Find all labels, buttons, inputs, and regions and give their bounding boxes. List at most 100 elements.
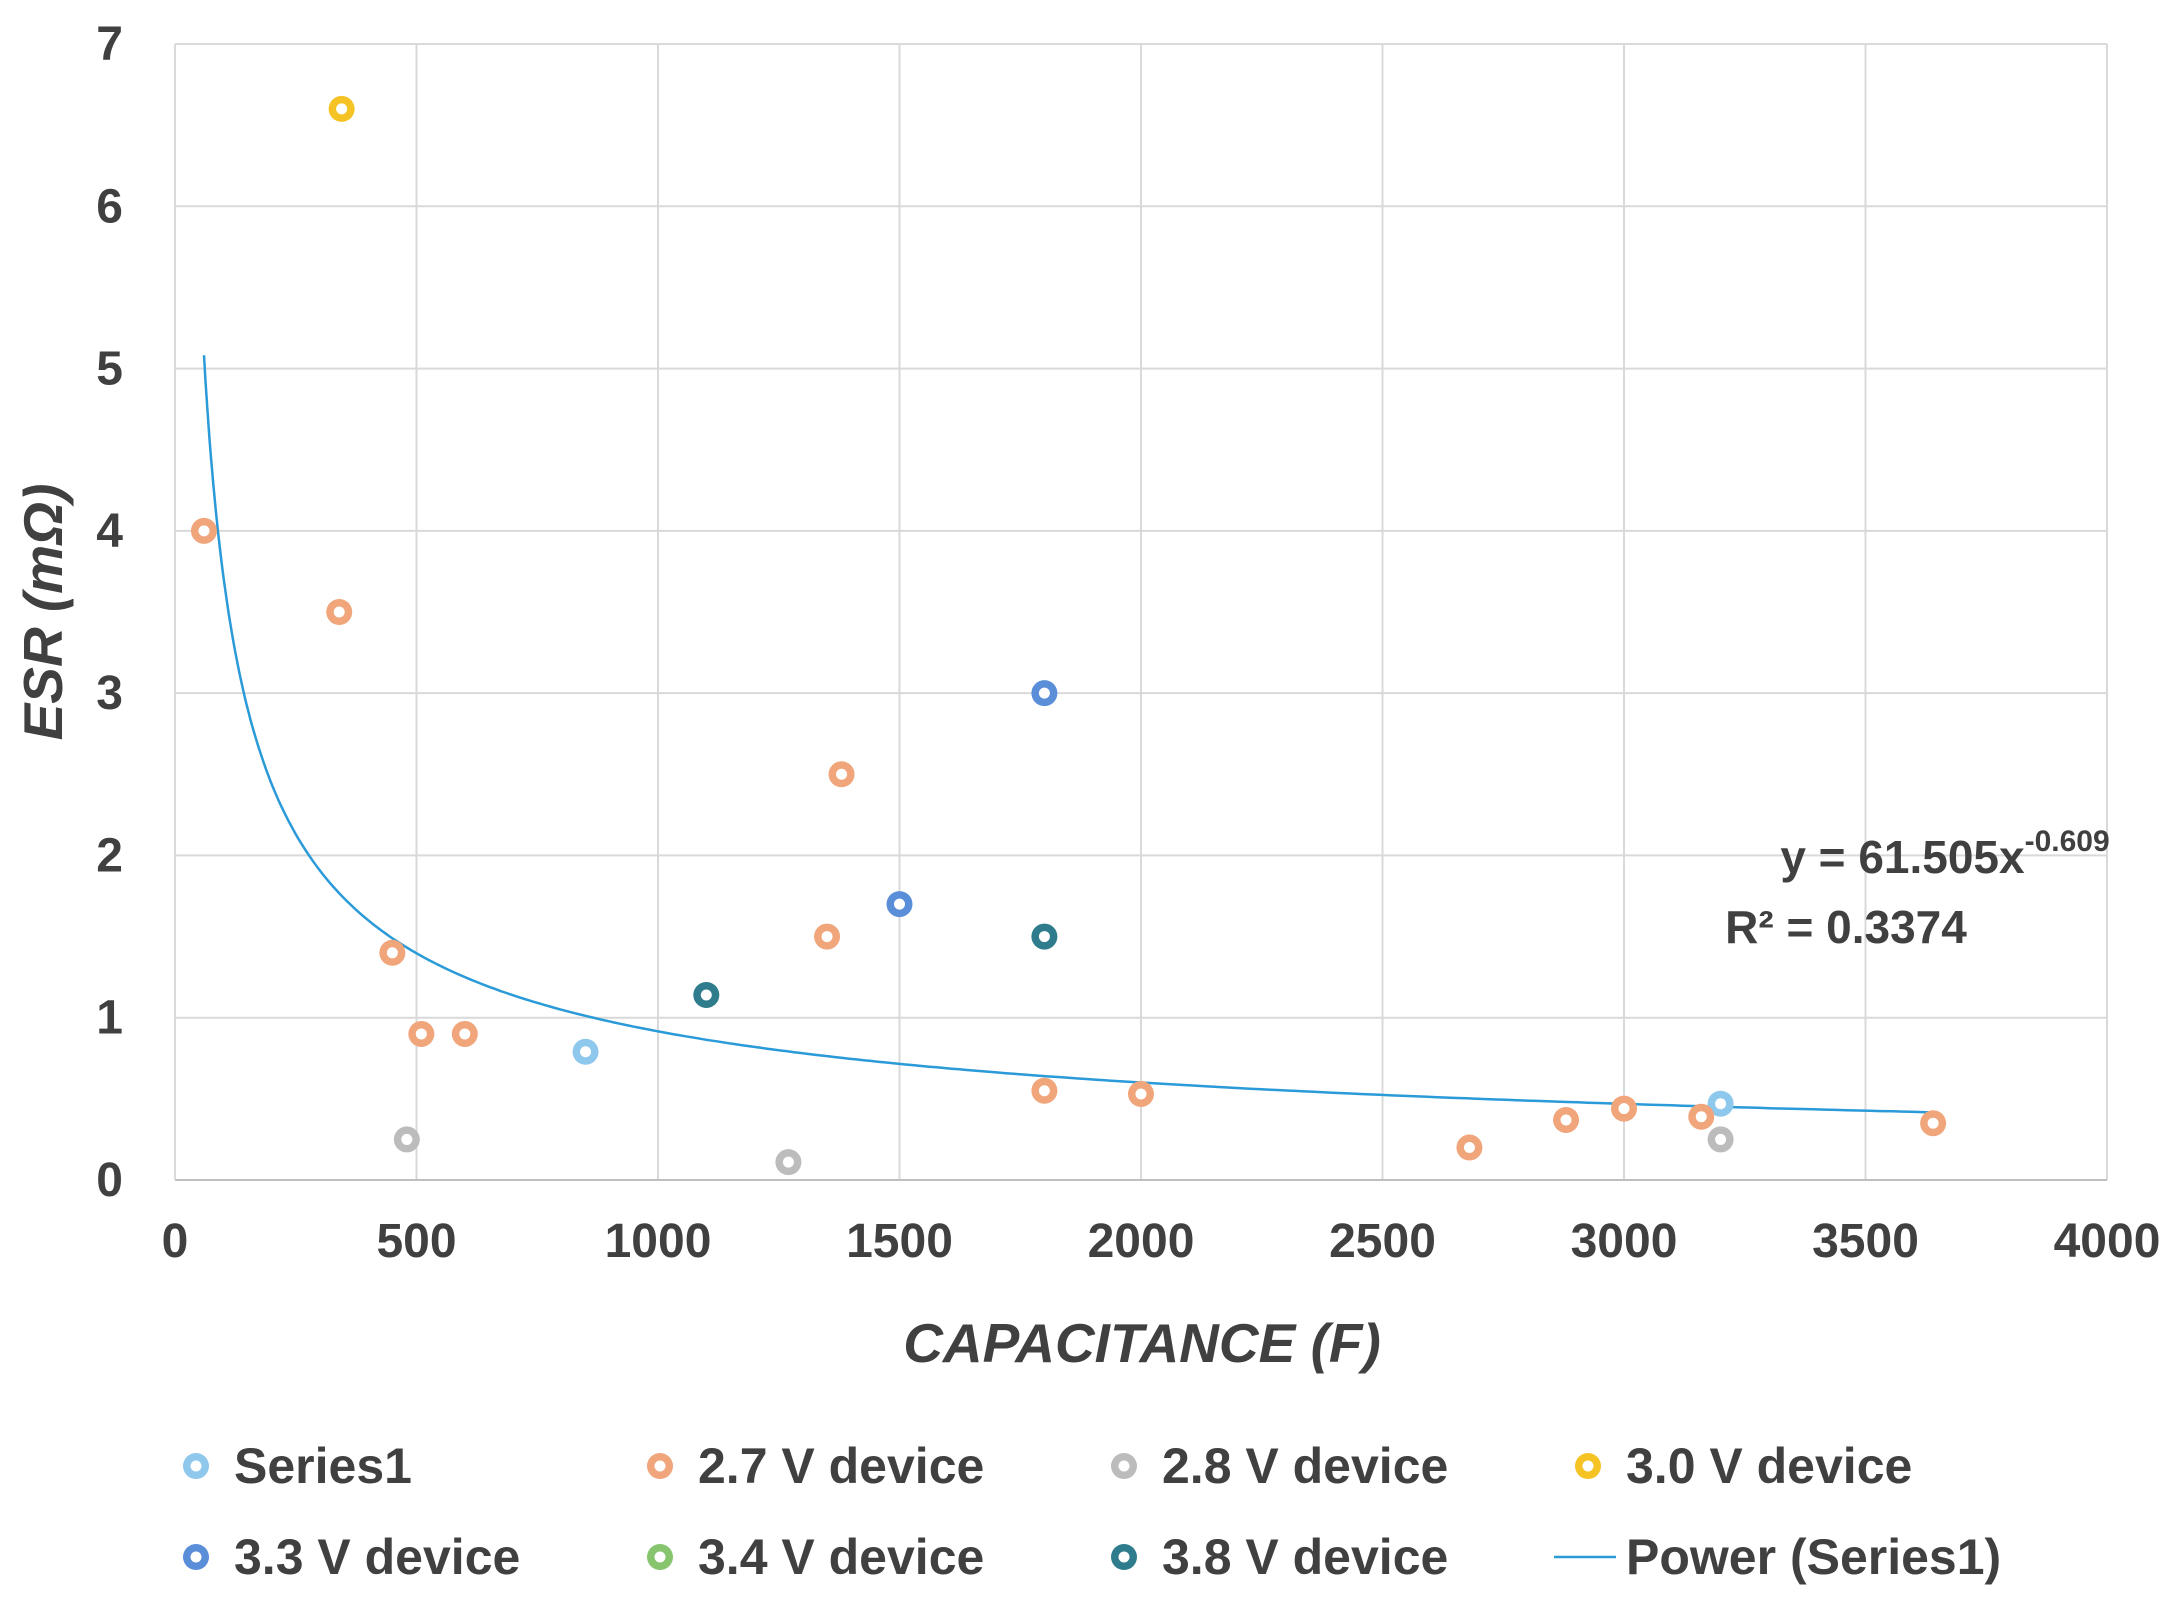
axes <box>174 44 2107 1181</box>
data-point <box>408 1020 435 1047</box>
data-point <box>1920 1110 1947 1137</box>
legend-label: 2.7 V device <box>698 1438 984 1494</box>
data-point <box>1031 680 1058 707</box>
data-point-core <box>333 606 345 618</box>
data-point <box>775 1149 802 1176</box>
x-tick-label: 2500 <box>1329 1215 1436 1268</box>
legend-label: Series1 <box>234 1438 412 1494</box>
equation-base: y = 61.505x <box>1780 831 2025 883</box>
data-point <box>1688 1103 1715 1130</box>
data-point <box>1031 1077 1058 1104</box>
data-point-core <box>1463 1142 1475 1154</box>
equation-exponent: -0.609 <box>2025 825 2110 858</box>
legend-label: 3.0 V device <box>1626 1438 1912 1494</box>
legend-marker-icon-core <box>1582 1460 1594 1472</box>
legend: Series1 2.7 V device 2.8 V device 3.0 V dev… <box>183 1438 2001 1585</box>
data-point-core <box>821 931 833 943</box>
data-point-core <box>894 898 905 910</box>
data-point <box>828 761 855 788</box>
data-point <box>886 891 913 918</box>
data-point <box>1611 1095 1637 1122</box>
data-point <box>1707 1090 1734 1117</box>
y-tick-label: 6 <box>96 180 123 233</box>
legend-label: 3.8 V device <box>1162 1529 1448 1585</box>
data-point <box>1553 1106 1580 1133</box>
tick-labels: 0 500 1000 1500 2000 2500 3000 3500 4000 0 1 2 3 4 5 6 7 <box>96 18 2160 1268</box>
data-point-core <box>1927 1117 1939 1129</box>
x-tick-label: 3500 <box>1812 1215 1919 1268</box>
y-tick-label: 5 <box>96 343 123 396</box>
y-tick-label: 4 <box>96 505 123 558</box>
gridlines <box>175 43 2108 1180</box>
x-tick-label: 1500 <box>846 1215 953 1268</box>
legend-label: 3.4 V device <box>698 1529 984 1585</box>
data-point-core <box>1618 1103 1630 1115</box>
legend-item: 3.3 V device <box>183 1529 520 1585</box>
legend-marker-icon <box>183 1453 209 1479</box>
data-point-core <box>836 768 848 780</box>
data-point-core <box>1715 1098 1727 1110</box>
series-3-0-v-device <box>328 95 355 122</box>
data-point <box>190 517 217 544</box>
data-point <box>379 939 406 966</box>
data-point-core <box>1715 1133 1727 1145</box>
legend-item: 2.8 V device <box>1111 1438 1448 1494</box>
legend-marker-icon-core <box>190 1460 202 1472</box>
legend-marker-icon <box>1111 1453 1137 1479</box>
data-point-core <box>1038 687 1050 699</box>
x-tick-label: 0 <box>162 1215 189 1268</box>
data-point-core <box>1038 1085 1050 1097</box>
legend-marker-icon <box>647 1453 673 1479</box>
data-point <box>1031 923 1058 950</box>
y-tick-label: 3 <box>96 667 123 720</box>
trendline-curve <box>202 355 1939 1114</box>
data-point-core <box>700 989 712 1001</box>
x-tick-label: 500 <box>376 1215 456 1268</box>
legend-label: 3.3 V device <box>234 1529 520 1585</box>
y-tick-label: 0 <box>96 1154 123 1207</box>
y-tick-label: 2 <box>96 829 123 882</box>
data-point-core <box>782 1156 794 1168</box>
data-point <box>572 1038 599 1065</box>
data-point <box>1456 1134 1483 1161</box>
trendline-group <box>202 355 1939 1114</box>
legend-marker-icon <box>1575 1453 1601 1479</box>
y-tick-label: 7 <box>96 18 123 71</box>
data-point <box>328 95 355 122</box>
data-point-core <box>415 1028 427 1040</box>
data-point <box>1128 1080 1154 1107</box>
data-point-core <box>580 1046 592 1058</box>
legend-item: Power (Series1) <box>1554 1529 2001 1585</box>
legend-item: 3.4 V device <box>647 1529 984 1585</box>
legend-item: Series1 <box>183 1438 412 1494</box>
data-point-core <box>336 103 348 115</box>
series-series1 <box>572 1038 1734 1117</box>
trendline-equation: y = 61.505x-0.609 <box>1780 825 2109 883</box>
data-point <box>451 1020 478 1047</box>
series-3-3-v-device <box>886 680 1058 918</box>
data-point <box>814 923 841 950</box>
data-point-core <box>198 525 210 537</box>
legend-item: 3.0 V device <box>1575 1438 1912 1494</box>
data-point <box>693 981 720 1008</box>
series-2-8-v-device <box>393 1126 1734 1176</box>
data-point-core <box>386 947 398 959</box>
series-2-7-v-device <box>190 517 1947 1161</box>
legend-item: 2.7 V device <box>647 1438 984 1494</box>
legend-label: 2.8 V device <box>1162 1438 1448 1494</box>
x-tick-label: 2000 <box>1088 1215 1195 1268</box>
x-tick-label: 1000 <box>605 1215 712 1268</box>
y-tick-label: 1 <box>96 992 123 1045</box>
legend-marker-icon <box>183 1544 209 1570</box>
x-tick-label: 4000 <box>2054 1215 2161 1268</box>
legend-marker-icon-core <box>190 1551 202 1563</box>
data-point-core <box>1135 1088 1147 1100</box>
legend-marker-icon-core <box>654 1551 666 1563</box>
x-axis-title: CAPACITANCE (F) <box>903 1312 1381 1374</box>
data-point-core <box>1560 1114 1572 1126</box>
legend-marker-icon-core <box>1118 1551 1130 1563</box>
trendline-r-squared: R² = 0.3374 <box>1725 901 1967 953</box>
legend-marker-icon <box>1111 1544 1137 1570</box>
data-point-core <box>459 1028 471 1040</box>
